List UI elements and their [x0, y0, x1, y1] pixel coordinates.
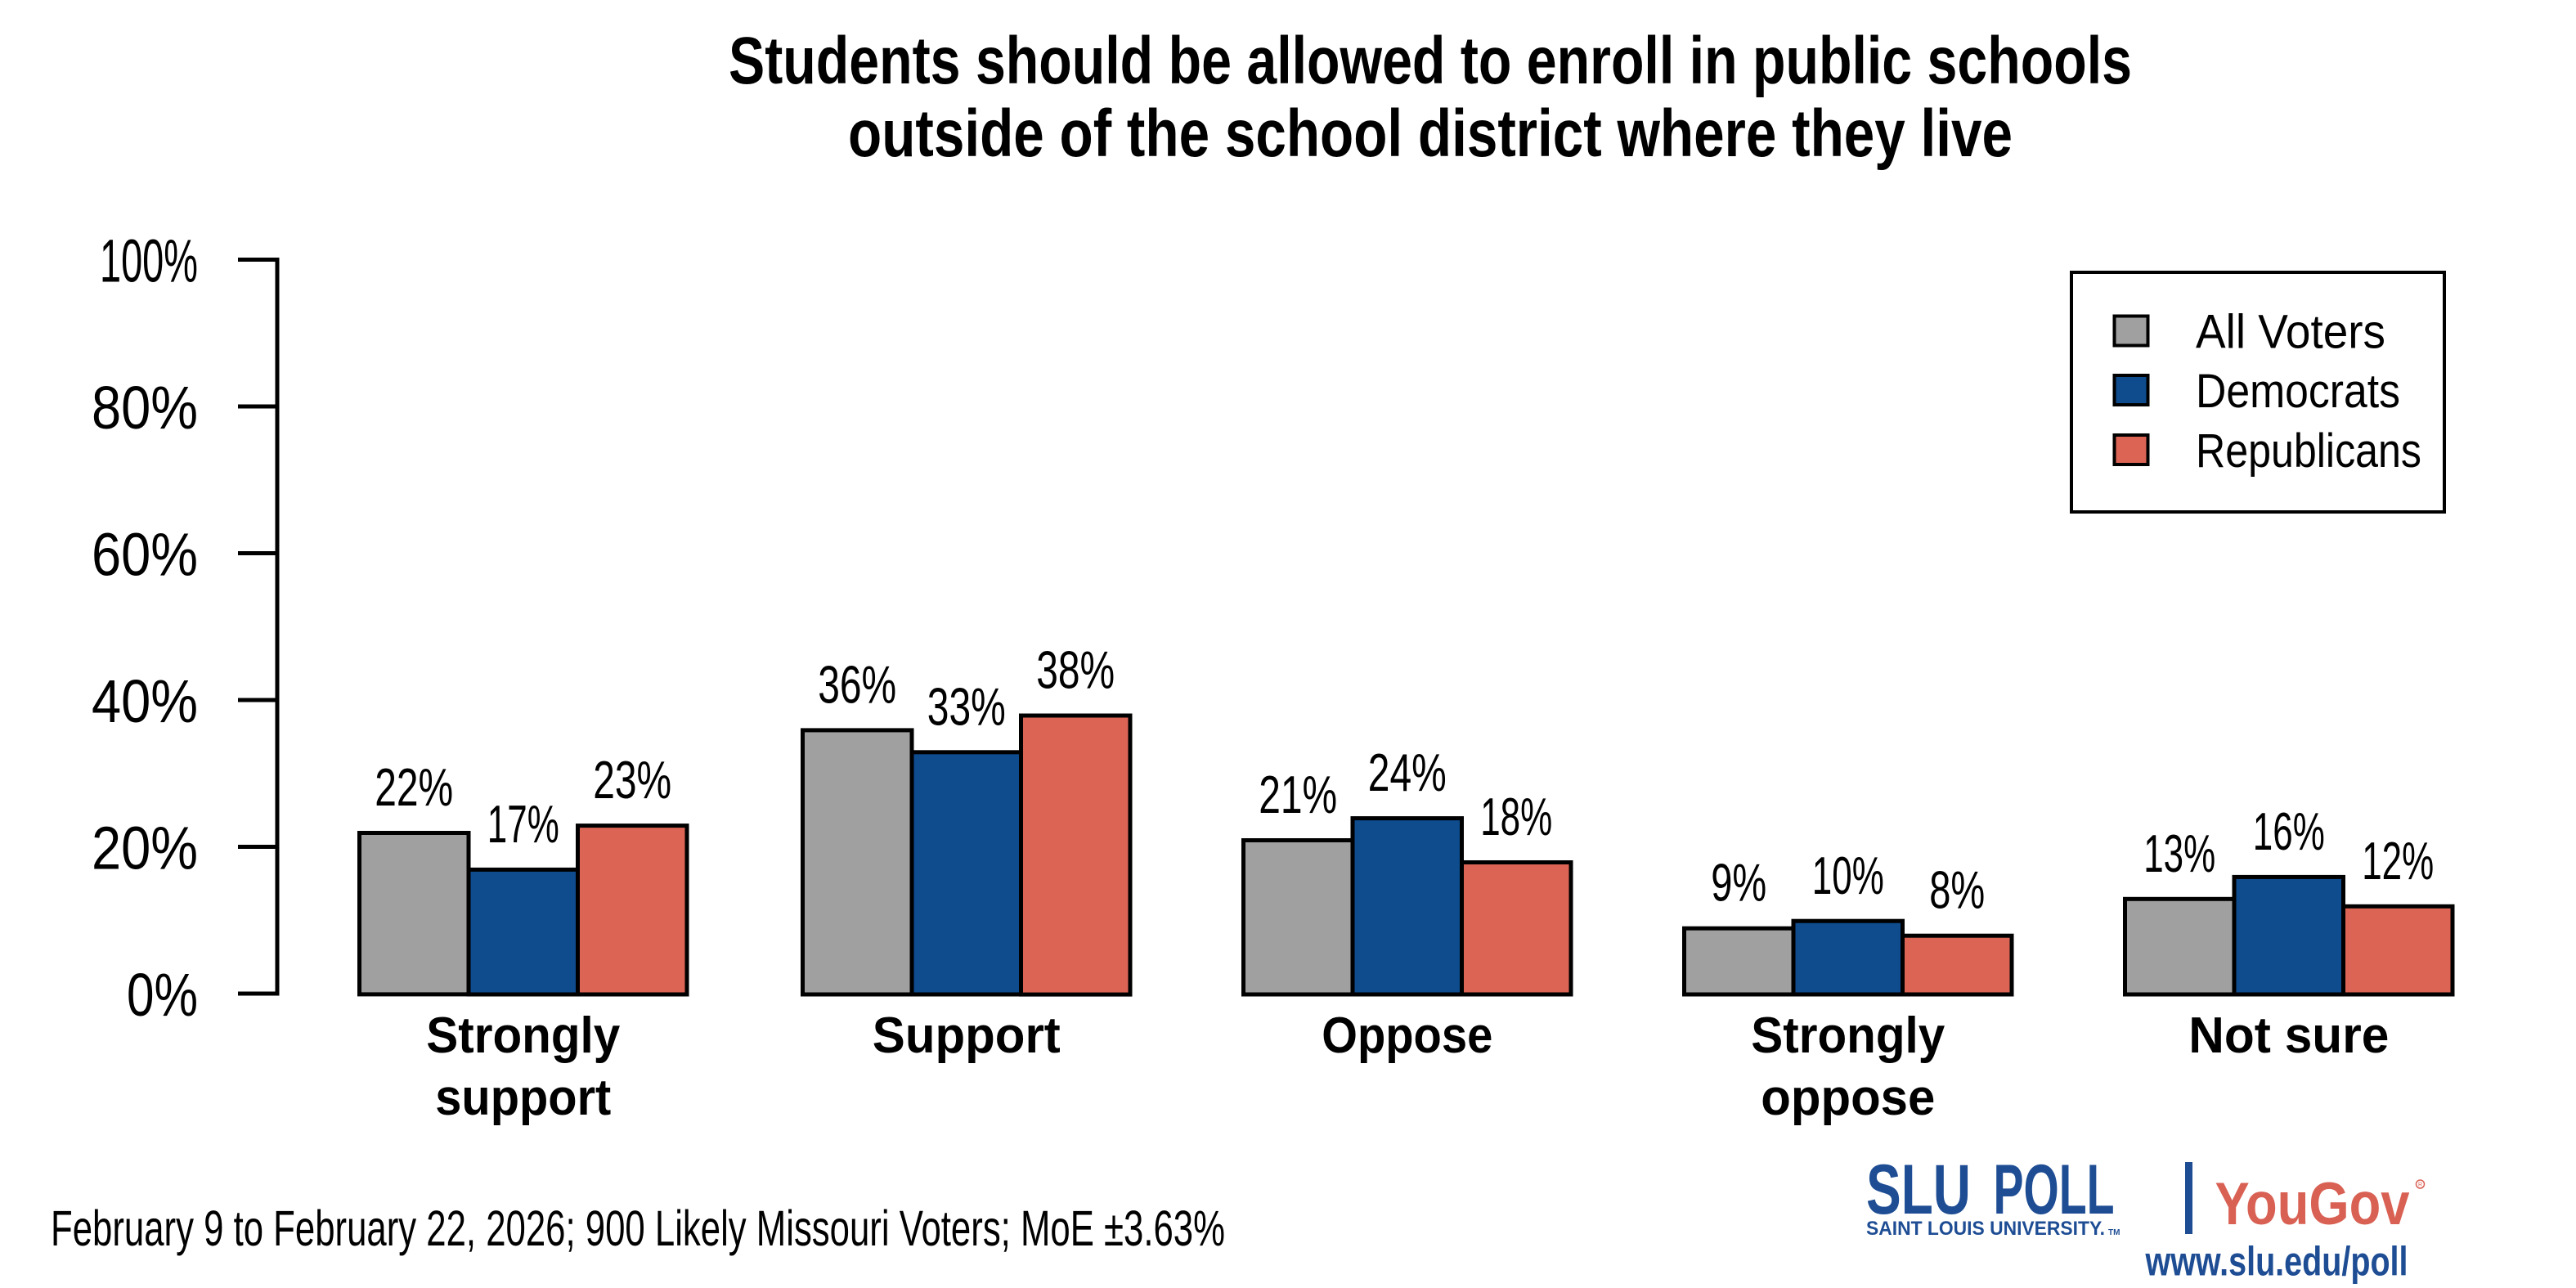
svg-text:TM: TM: [2108, 1228, 2120, 1237]
svg-text:outside of the school district: outside of the school district where the…: [848, 96, 2013, 171]
svg-text:YouGov: YouGov: [2215, 1171, 2410, 1237]
svg-text:13%: 13%: [2143, 824, 2215, 883]
svg-text:Oppose: Oppose: [1322, 1008, 1492, 1064]
svg-text:9%: 9%: [1711, 853, 1766, 913]
svg-text:80%: 80%: [92, 374, 198, 442]
svg-text:24%: 24%: [1368, 743, 1447, 802]
svg-text:16%: 16%: [2253, 801, 2325, 861]
svg-text:Students should be allowed to: Students should be allowed to enroll in …: [729, 24, 2132, 98]
svg-text:Strongly: Strongly: [1751, 1008, 1945, 1064]
svg-text:oppose: oppose: [1761, 1070, 1935, 1126]
svg-text:Republicans: Republicans: [2196, 424, 2421, 478]
svg-text:40%: 40%: [92, 667, 198, 735]
svg-text:23%: 23%: [593, 750, 671, 810]
svg-text:38%: 38%: [1036, 640, 1115, 700]
svg-text:12%: 12%: [2362, 831, 2434, 891]
svg-text:R: R: [2418, 1183, 2422, 1188]
svg-text:www.slu.edu/poll: www.slu.edu/poll: [2145, 1239, 2408, 1285]
svg-text:support: support: [435, 1070, 611, 1126]
svg-text:36%: 36%: [818, 654, 896, 714]
svg-text:20%: 20%: [92, 815, 198, 882]
svg-text:8%: 8%: [1929, 860, 1985, 920]
svg-text:Support: Support: [873, 1008, 1061, 1064]
svg-text:February 9 to February 22, 202: February 9 to February 22, 2026; 900 Lik…: [51, 1200, 1225, 1256]
svg-text:21%: 21%: [1259, 765, 1337, 824]
svg-text:17%: 17%: [487, 794, 559, 854]
svg-text:22%: 22%: [375, 757, 453, 817]
svg-text:Democrats: Democrats: [2196, 365, 2400, 418]
svg-text:SLU: SLU: [1866, 1151, 1971, 1229]
svg-text:Not sure: Not sure: [2188, 1008, 2389, 1064]
svg-text:10%: 10%: [1812, 846, 1884, 905]
svg-text:60%: 60%: [92, 521, 198, 589]
svg-text:33%: 33%: [927, 676, 1006, 736]
svg-text:All Voters: All Voters: [2196, 306, 2385, 359]
svg-text:0%: 0%: [127, 961, 198, 1029]
svg-text:POLL: POLL: [1994, 1151, 2115, 1229]
svg-text:18%: 18%: [1480, 787, 1552, 846]
svg-text:100%: 100%: [100, 227, 198, 295]
svg-text:Strongly: Strongly: [426, 1008, 620, 1064]
svg-text:SAINT LOUIS UNIVERSITY.: SAINT LOUIS UNIVERSITY.: [1866, 1218, 2105, 1240]
